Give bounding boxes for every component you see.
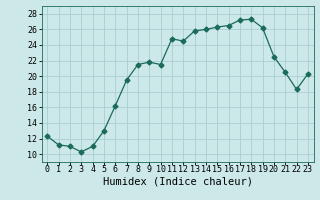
X-axis label: Humidex (Indice chaleur): Humidex (Indice chaleur) <box>103 177 252 187</box>
